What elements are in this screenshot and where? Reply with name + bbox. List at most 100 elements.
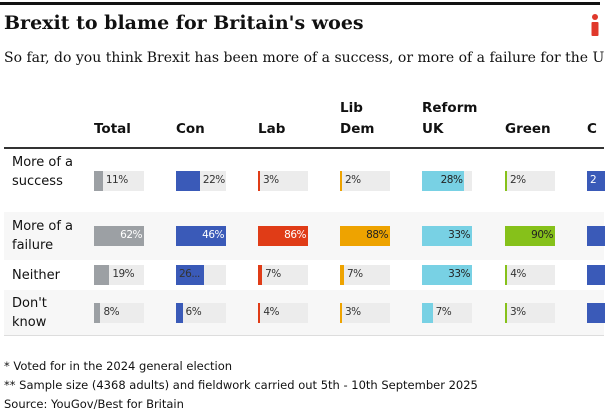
bar-value-label: 3% (345, 305, 361, 318)
bar-value-label: 26... (179, 268, 200, 280)
bar-value-label: 3% (510, 305, 526, 318)
chart-title: Brexit to blame for Britain's woes (4, 12, 364, 34)
top-rule (0, 2, 600, 5)
table-row: Don't know 8% 6% 4% 3% 7% 3% (4, 290, 605, 336)
bar-value-label: 4% (263, 305, 279, 318)
bar-value-label: 86% (284, 229, 306, 241)
bar (258, 302, 261, 323)
bar-cell: 88% (340, 226, 390, 246)
footnotes: * Voted for in the 2024 general election… (4, 357, 478, 411)
row-label: Neither (12, 267, 61, 283)
header-rule (4, 147, 604, 149)
bar (176, 171, 200, 191)
source-note: Source: YouGov/Best for Britain (4, 397, 184, 411)
bar-cell: 2% (340, 171, 390, 191)
bar (176, 226, 226, 246)
bar (94, 302, 101, 323)
bar-cell: 8% (94, 302, 144, 323)
bar-cell: 7% (258, 265, 308, 285)
bar (340, 302, 342, 323)
bar-value-label: 4% (510, 268, 526, 280)
bar (587, 265, 605, 285)
column-header: Lib Dem (340, 100, 375, 137)
bar-cell: 7% (422, 302, 472, 323)
bar-value-label: 2 (590, 174, 597, 186)
column-header: Con (176, 121, 205, 137)
bar-cell: 11% (94, 171, 144, 191)
column-header: Total (94, 121, 131, 137)
column-header: C (587, 121, 597, 137)
bar-value-label: 22% (202, 174, 225, 186)
bar (505, 171, 507, 191)
bar-cell: 28% (422, 171, 472, 191)
bar (422, 226, 472, 246)
bar-cell: 4% (258, 302, 308, 323)
bar-cell: 33% (422, 226, 472, 246)
bar-cell: 7% (340, 265, 390, 285)
bar (258, 171, 260, 191)
bar-cell: 19% (94, 265, 144, 285)
bar-value-label: 11% (105, 174, 128, 186)
bar (94, 171, 103, 191)
bar-value-label: 3% (263, 174, 279, 186)
bar-value-label: 28% (440, 174, 463, 186)
bar-value-label: 33% (448, 229, 470, 241)
bar (176, 302, 183, 323)
bar-cell: 33% (422, 265, 472, 285)
bar-value-label: 46% (202, 229, 224, 241)
bar-value-label: 88% (366, 229, 388, 241)
chart-subtitle: So far, do you think Brexit has been mor… (4, 50, 605, 66)
bar (505, 226, 555, 246)
bar-cell (587, 265, 605, 285)
bar-cell: 2 (587, 171, 605, 191)
bar (258, 265, 263, 285)
bar (94, 226, 144, 246)
bar (176, 265, 205, 285)
bar-cell: 22% (176, 171, 226, 191)
bar-value-label: 8% (103, 305, 120, 318)
bar (587, 171, 605, 191)
bar-value-label: 6% (185, 305, 202, 318)
bar (505, 265, 508, 285)
bar-value-label: 19% (112, 268, 135, 280)
bar-cell: 4% (505, 265, 555, 285)
bar-value-label: 62% (120, 229, 142, 241)
bar-value-label: 90% (531, 229, 553, 241)
bar-value-label: 33% (448, 268, 470, 280)
bar (340, 265, 344, 285)
bar-value-label: 7% (346, 268, 363, 280)
bar (505, 302, 507, 323)
bar (422, 265, 472, 285)
bar-cell (587, 226, 605, 246)
bar-cell: 90% (505, 226, 555, 246)
bar (94, 265, 110, 285)
bar-value-label: 7% (265, 268, 281, 280)
bar-value-label: 7% (435, 305, 452, 318)
bar-value-label: 2% (510, 174, 526, 186)
bar (587, 226, 605, 246)
bar (258, 226, 308, 246)
row-label: More of a failure (12, 219, 73, 253)
bar-cell: 46% (176, 226, 226, 246)
i-logo-icon (591, 14, 599, 36)
column-header: Reform UK (422, 100, 478, 137)
bar-value-label: 2% (345, 174, 361, 186)
bar (587, 302, 605, 323)
column-header: Green (505, 121, 551, 137)
bar-cell: 2% (505, 171, 555, 191)
bar-cell: 3% (340, 302, 390, 323)
footnote: ** Sample size (4368 adults) and fieldwo… (4, 378, 478, 392)
bar-cell: 62% (94, 226, 144, 246)
row-label: More of a success (12, 154, 73, 189)
table-row: More of a failure 62% 46% 86% 88% 33% 90% (4, 212, 605, 261)
bar (340, 171, 342, 191)
bar-cell (587, 302, 605, 323)
bar-cell: 86% (258, 226, 308, 246)
table-row: More of a success 11% 22% 3% 2% 28% 2% 2 (4, 150, 605, 213)
footnote: * Voted for in the 2024 general election (4, 359, 233, 373)
bar-cell: 3% (505, 302, 555, 323)
bar (422, 302, 433, 323)
row-label: Don't know (12, 295, 47, 330)
bar-cell: 26... (176, 265, 226, 285)
